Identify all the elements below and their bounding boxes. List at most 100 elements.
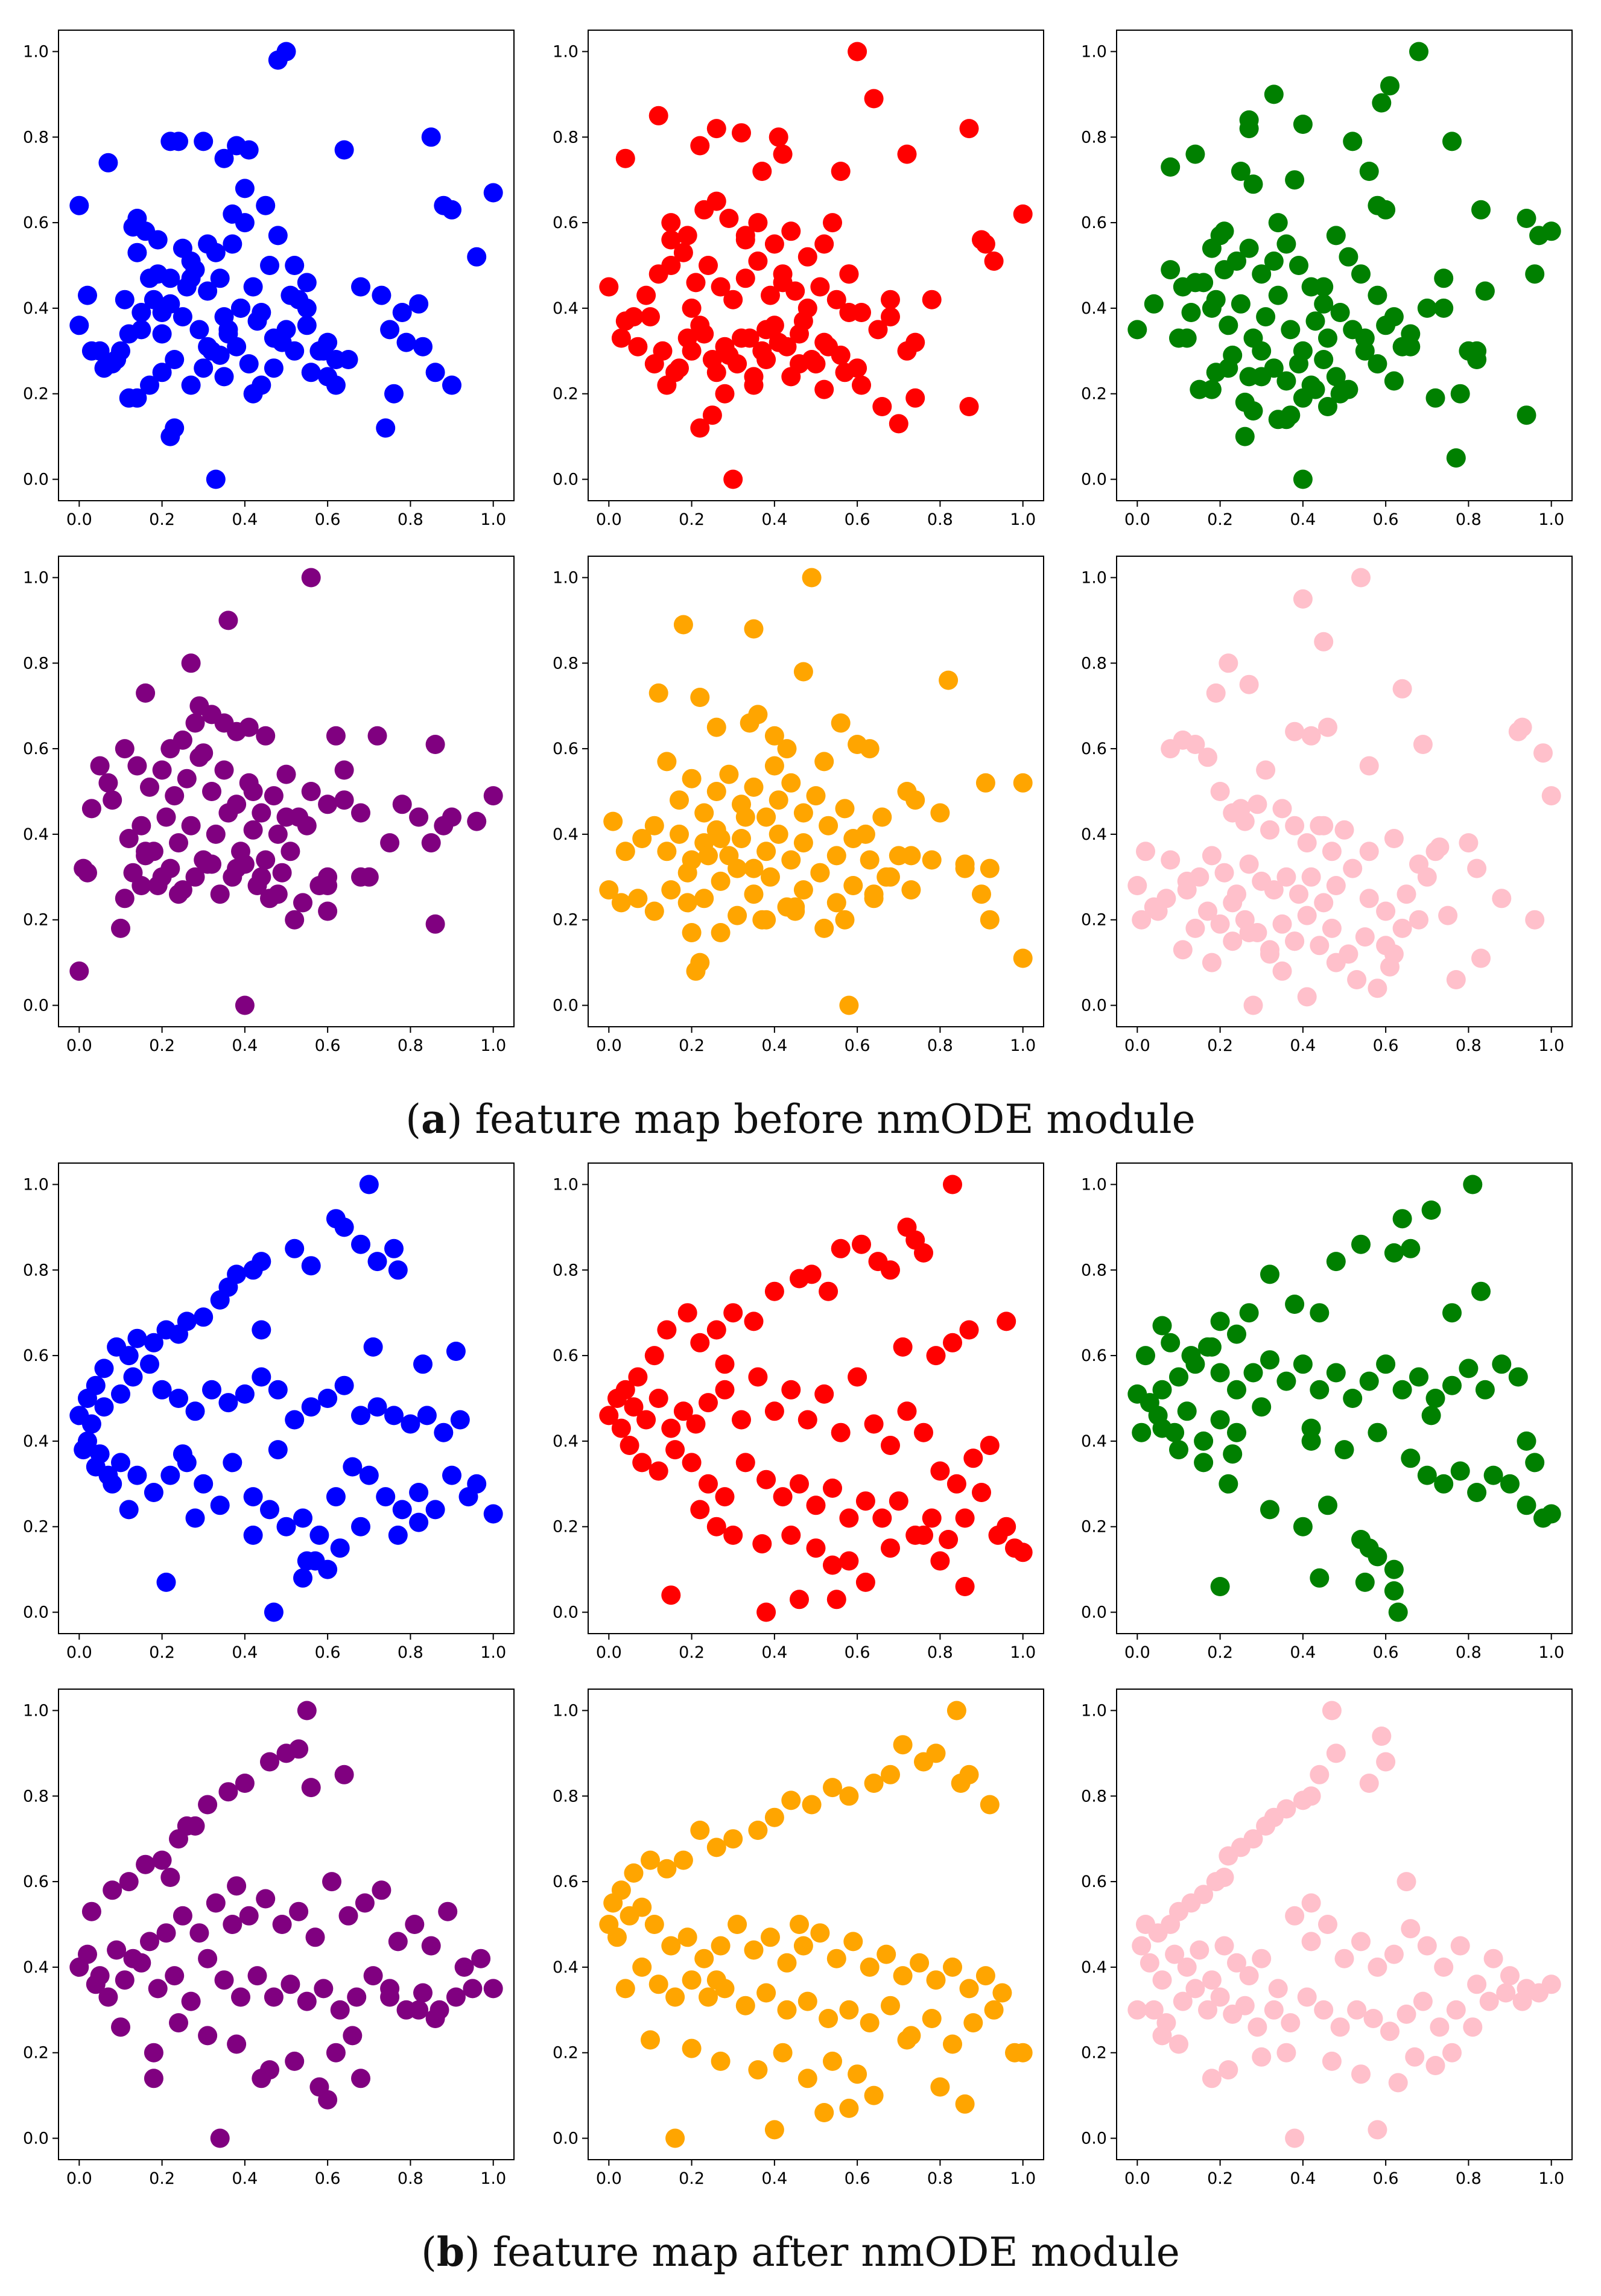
scatter-point (1289, 256, 1308, 275)
scatter-point (1388, 2073, 1408, 2093)
x-tick-label: 0.0 (1124, 510, 1150, 529)
scatter-point (1310, 1765, 1330, 1784)
scatter-point (1177, 1957, 1197, 1977)
scatter-point (975, 1966, 995, 1986)
scatter-point (256, 1889, 276, 1909)
scatter-point (852, 375, 871, 395)
scatter-point (1413, 735, 1433, 754)
scatter-point (132, 320, 151, 340)
y-tick-label: 0.2 (1081, 2044, 1107, 2063)
scatter-point (677, 893, 697, 913)
scatter-point (367, 1252, 387, 1272)
scatter-point (235, 1384, 255, 1404)
scatter-point (748, 1367, 768, 1387)
scatter-point (706, 1517, 726, 1536)
scatter-point (218, 803, 238, 823)
scatter-point (132, 303, 151, 322)
scatter-point (1231, 162, 1251, 181)
scatter-point (301, 1256, 321, 1276)
scatter-point (819, 816, 839, 836)
scatter-point (136, 1854, 156, 1874)
scatter-point (1169, 1440, 1188, 1460)
x-tick-label: 0.0 (1124, 2169, 1150, 2188)
scatter-point (1351, 1234, 1371, 1254)
y-tick-label: 0.8 (1081, 1787, 1107, 1806)
scatter-point (318, 901, 338, 921)
scatter-point (276, 1517, 296, 1536)
scatter-point (165, 418, 185, 438)
scatter-point (628, 1367, 648, 1387)
scatter-point (744, 1940, 764, 1960)
scatter-point (78, 1389, 97, 1408)
scatter-point (628, 337, 648, 357)
scatter-point (1248, 2017, 1267, 2037)
scatter-point (943, 1175, 962, 1194)
scatter-point (1409, 42, 1428, 62)
scatter-point (293, 1508, 312, 1528)
scatter-point (1177, 1401, 1197, 1421)
scatter-point (1330, 384, 1350, 404)
scatter-point (1239, 119, 1259, 139)
scatter-point (1239, 674, 1259, 694)
scatter-point (1223, 931, 1243, 951)
scatter-point (814, 752, 834, 772)
scatter-point (107, 350, 127, 369)
scatter-point (1268, 213, 1288, 233)
scatter-point (1500, 1474, 1520, 1494)
scatter-point (1339, 247, 1358, 267)
scatter-point (644, 901, 664, 921)
scatter-point (1289, 354, 1308, 374)
scatter-point (644, 1915, 664, 1934)
scatter-point (367, 726, 387, 746)
scatter-point (723, 1525, 743, 1545)
scatter-point (421, 127, 441, 147)
scatter-point (173, 730, 192, 750)
scatter-point (607, 1389, 627, 1408)
scatter-point (1471, 200, 1491, 220)
scatter-point (1310, 1568, 1330, 1588)
scatter-point (363, 1966, 383, 1986)
scatter-point (814, 379, 834, 399)
scatter-point (864, 1774, 884, 1793)
caption-b-letter: b (436, 2228, 465, 2275)
scatter-point (732, 1410, 751, 1430)
scatter-point (706, 1320, 726, 1340)
scatter-point (1235, 1996, 1255, 2015)
y-tick-label: 0.8 (23, 1787, 49, 1806)
scatter-point (1243, 401, 1263, 421)
scatter-point (930, 1551, 950, 1571)
scatter-point (826, 893, 846, 913)
scatter-point (326, 2043, 346, 2063)
scatter-point (247, 1966, 267, 1986)
scatter-point (797, 247, 817, 267)
scatter-point (826, 1590, 846, 1609)
scatter-point (848, 2064, 867, 2084)
scatter-point (864, 884, 884, 904)
scatter-point (194, 358, 214, 378)
scatter-point (893, 1966, 913, 1986)
scatter-point (81, 1414, 101, 1434)
scatter-point (793, 1936, 813, 1956)
scatter-point (997, 1311, 1016, 1331)
scatter-point (1260, 1350, 1279, 1370)
x-tick-label: 0.8 (1456, 1643, 1482, 1662)
scatter-panel-6: 0.0 0.2 0.4 0.6 0.8 1.0 0.0 0.2 0.4 0.6 0.8 1.0 (1081, 556, 1573, 1055)
scatter-point (1334, 1440, 1354, 1460)
scatter-point (1413, 1991, 1433, 2011)
scatter-point (881, 867, 900, 887)
scatter-point (260, 1752, 279, 1772)
scatter-point (744, 858, 764, 878)
scatter-point (268, 884, 288, 904)
scatter-point (1210, 1311, 1230, 1331)
y-tick-label: 0.8 (23, 1261, 49, 1280)
scatter-point (454, 1957, 474, 1977)
x-tick-label: 1.0 (1538, 1643, 1564, 1662)
x-tick-label: 0.4 (1290, 1643, 1316, 1662)
x-tick-label: 0.4 (761, 510, 787, 529)
scatter-point (984, 2000, 1004, 2020)
scatter-point (152, 324, 172, 344)
scatter-point (831, 713, 851, 733)
scatter-point (1285, 1295, 1305, 1314)
scatter-panel-5: 0.0 0.2 0.4 0.6 0.8 1.0 0.0 0.2 0.4 0.6 0.8 1.0 (553, 556, 1044, 1055)
scatter-point (289, 1901, 309, 1921)
